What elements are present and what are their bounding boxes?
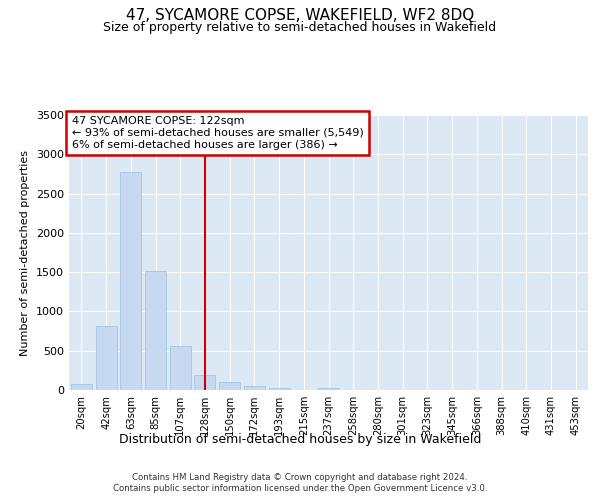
Bar: [95, 326, 116, 390]
Bar: [71, 384, 92, 390]
Bar: [219, 382, 240, 390]
Bar: [269, 388, 290, 390]
Text: Contains HM Land Registry data © Crown copyright and database right 2024.: Contains HM Land Registry data © Crown c…: [132, 472, 468, 482]
Text: 47, SYCAMORE COPSE, WAKEFIELD, WF2 8DQ: 47, SYCAMORE COPSE, WAKEFIELD, WF2 8DQ: [126, 8, 474, 22]
Bar: [318, 388, 339, 390]
Bar: [244, 386, 265, 390]
Bar: [170, 346, 191, 390]
Y-axis label: Number of semi-detached properties: Number of semi-detached properties: [20, 150, 31, 356]
Bar: [194, 376, 215, 390]
Text: 47 SYCAMORE COPSE: 122sqm
← 93% of semi-detached houses are smaller (5,549)
6% o: 47 SYCAMORE COPSE: 122sqm ← 93% of semi-…: [71, 116, 364, 150]
Text: Size of property relative to semi-detached houses in Wakefield: Size of property relative to semi-detach…: [103, 21, 497, 34]
Text: Contains public sector information licensed under the Open Government Licence v3: Contains public sector information licen…: [113, 484, 487, 493]
Bar: [145, 272, 166, 390]
Text: Distribution of semi-detached houses by size in Wakefield: Distribution of semi-detached houses by …: [119, 432, 481, 446]
Bar: [120, 172, 141, 390]
